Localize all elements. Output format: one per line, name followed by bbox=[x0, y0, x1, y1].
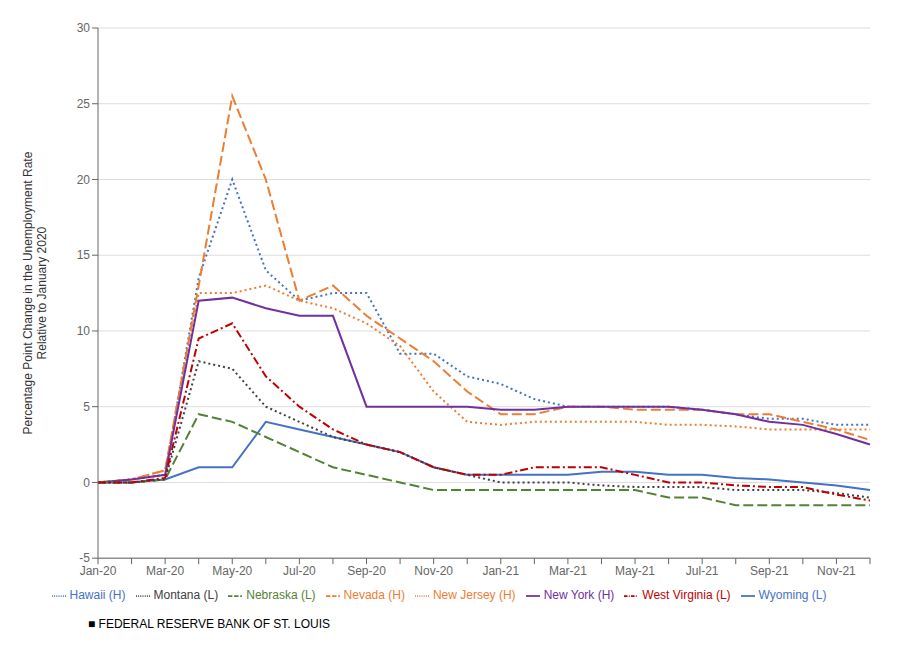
svg-text:Jan-21: Jan-21 bbox=[482, 564, 519, 578]
html-text:West Virginia (L): West Virginia (L) bbox=[642, 588, 731, 603]
svg-text:Sep-21: Sep-21 bbox=[750, 564, 789, 578]
svg-text:25: 25 bbox=[77, 97, 91, 111]
html-text:Montana (L): Montana (L) bbox=[153, 588, 219, 603]
svg-text:Sep-20: Sep-20 bbox=[347, 564, 386, 578]
html-text:New Jersey (H): New Jersey (H) bbox=[432, 588, 516, 603]
svg-text:Nov-21: Nov-21 bbox=[817, 564, 856, 578]
html-text:Nebraska (L): Nebraska (L) bbox=[246, 588, 316, 603]
html-text:■ FEDERAL RESERVE BANK OF ST.: ■ FEDERAL RESERVE BANK OF ST. LOUIS bbox=[88, 617, 330, 631]
svg-text:Mar-21: Mar-21 bbox=[549, 564, 587, 578]
svg-text:Mar-20: Mar-20 bbox=[146, 564, 184, 578]
html-text:Hawaii (H): Hawaii (H) bbox=[69, 588, 126, 603]
svg-text:0: 0 bbox=[83, 476, 90, 490]
svg-text:Jul-20: Jul-20 bbox=[283, 564, 316, 578]
svg-text:May-21: May-21 bbox=[615, 564, 655, 578]
html-text:Wyoming (L): Wyoming (L) bbox=[758, 588, 827, 603]
svg-text:Jul-21: Jul-21 bbox=[686, 564, 719, 578]
html-text:New York (H): New York (H) bbox=[543, 588, 615, 603]
svg-text:5: 5 bbox=[83, 400, 90, 414]
svg-text:-5: -5 bbox=[79, 551, 90, 565]
svg-text:15: 15 bbox=[77, 248, 91, 262]
svg-text:10: 10 bbox=[77, 324, 91, 338]
svg-text:Jan-20: Jan-20 bbox=[80, 564, 117, 578]
svg-text:30: 30 bbox=[77, 21, 91, 35]
svg-text:Nov-20: Nov-20 bbox=[414, 564, 453, 578]
svg-text:May-20: May-20 bbox=[212, 564, 252, 578]
svg-text:20: 20 bbox=[77, 173, 91, 187]
svg-text:Percentage Point Change in the: Percentage Point Change in the Unemploym… bbox=[21, 151, 49, 434]
html-text:Nevada (H): Nevada (H) bbox=[343, 588, 405, 603]
